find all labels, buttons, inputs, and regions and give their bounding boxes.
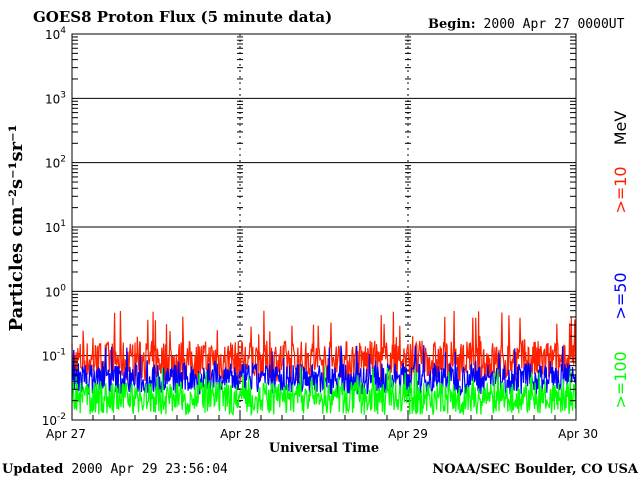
y-tick-base: 10 bbox=[42, 350, 57, 364]
begin-label-row: Begin: 2000 Apr 27 0000UT bbox=[428, 15, 625, 32]
legend-label: >=100 bbox=[611, 351, 630, 408]
y-tick-label: 104 bbox=[45, 26, 66, 42]
y-tick-base: 10 bbox=[45, 285, 60, 299]
legend: >=10 >=50 >=100 MeV bbox=[611, 111, 630, 409]
source-credit: NOAA/SEC Boulder, CO USA bbox=[432, 462, 639, 477]
legend-label: >=50 bbox=[611, 272, 630, 319]
y-tick-base: 10 bbox=[45, 92, 60, 106]
legend-unit: MeV bbox=[611, 111, 630, 146]
y-axis-label: Particles cm⁻²s⁻¹sr⁻¹ bbox=[6, 125, 27, 332]
series-layer bbox=[71, 310, 577, 417]
y-tick-label: 10-1 bbox=[42, 348, 66, 364]
updated-label: Updated bbox=[2, 462, 63, 477]
y-tick-base: 10 bbox=[45, 28, 60, 42]
axis-layer bbox=[71, 33, 577, 421]
series-line bbox=[71, 310, 577, 382]
begin-label: Begin: bbox=[428, 17, 476, 32]
chart-title: GOES8 Proton Flux (5 minute data) bbox=[33, 8, 332, 26]
updated-row: Updated 2000 Apr 29 23:56:04 bbox=[2, 460, 228, 477]
y-tick-base: 10 bbox=[45, 157, 60, 171]
x-tick-label: Apr 29 bbox=[388, 427, 428, 441]
x-tick-label: Apr 30 bbox=[558, 427, 598, 441]
y-tick-exponent: -1 bbox=[57, 348, 66, 358]
updated-value: 2000 Apr 29 23:56:04 bbox=[71, 462, 228, 477]
x-tick-label: Apr 27 bbox=[46, 427, 86, 441]
y-tick-base: 10 bbox=[45, 221, 60, 235]
y-tick-label: 100 bbox=[45, 283, 66, 299]
legend-label: >=10 bbox=[611, 166, 630, 213]
x-tick-labels: Apr 27 Apr 28 Apr 29 Apr 30 bbox=[46, 427, 598, 441]
y-tick-label: 103 bbox=[45, 90, 66, 106]
x-axis-label: Universal Time bbox=[269, 441, 379, 456]
y-tick-exponent: 0 bbox=[60, 283, 66, 293]
y-tick-label: 101 bbox=[45, 219, 66, 235]
y-tick-base: 10 bbox=[42, 414, 57, 428]
y-tick-label: 10-2 bbox=[42, 412, 66, 428]
y-tick-exponent: 3 bbox=[60, 90, 66, 100]
y-tick-exponent: 2 bbox=[60, 155, 66, 165]
x-tick-label: Apr 28 bbox=[220, 427, 260, 441]
series-line bbox=[71, 366, 577, 417]
y-tick-label: 102 bbox=[45, 155, 66, 171]
y-tick-exponent: 4 bbox=[60, 26, 66, 36]
y-tick-exponent: -2 bbox=[57, 412, 66, 422]
y-tick-exponent: 1 bbox=[60, 219, 66, 229]
begin-value: 2000 Apr 27 0000UT bbox=[484, 17, 625, 32]
